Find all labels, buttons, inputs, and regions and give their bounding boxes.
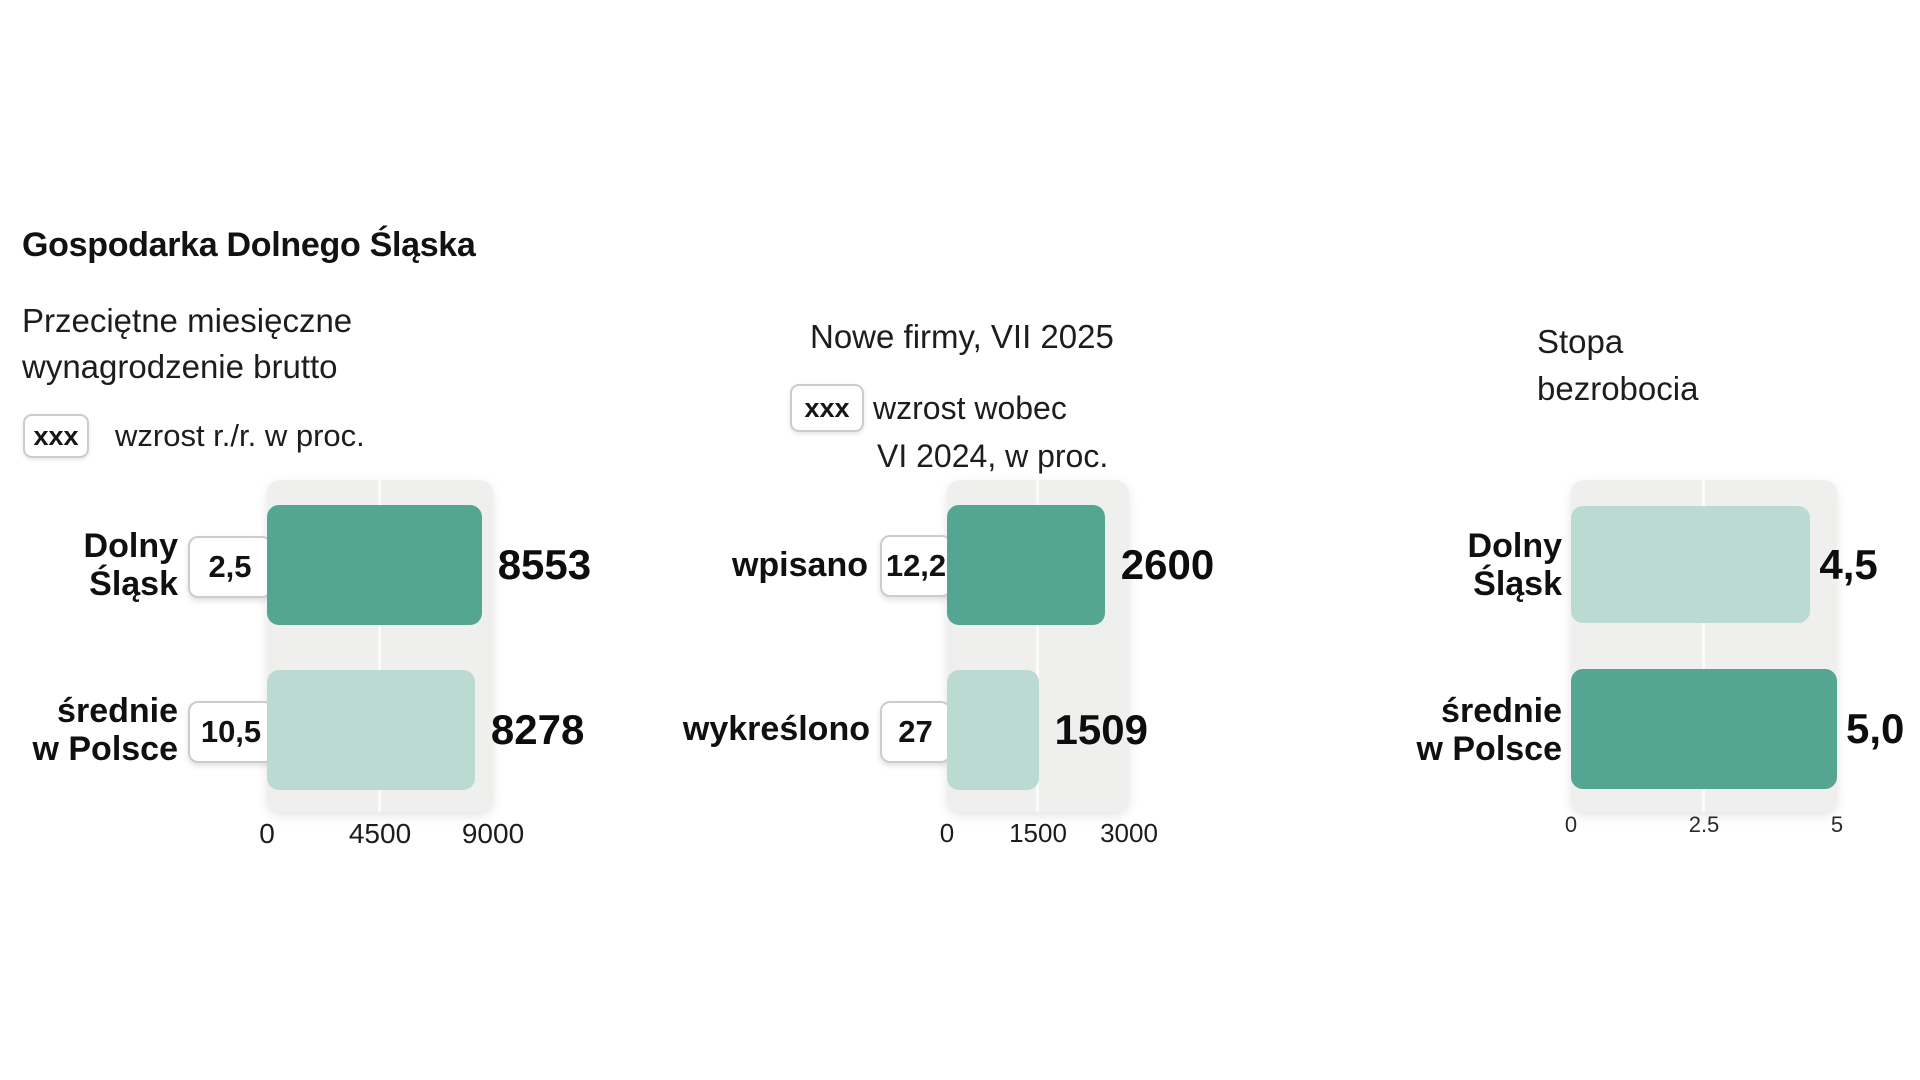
chart3-row2: 5,0: [1571, 669, 1904, 789]
chart1-row2-label: średnie w Polsce: [32, 692, 178, 768]
chart3-tick-mid: 2.5: [1688, 812, 1720, 837]
chart3-row1-bar: [1571, 506, 1811, 623]
chart2-tick-0: 0: [939, 818, 955, 848]
chart1-row1-growth-badge: 2,5: [188, 536, 272, 598]
chart1-tick-mid: 4500: [348, 818, 412, 849]
chart1-row2-value: 8278: [490, 706, 585, 753]
chart1-tick-0: 0: [259, 818, 275, 849]
chart2-row1: 2600: [947, 505, 1214, 625]
chart1-legend-badge: xxx: [23, 414, 89, 458]
chart3-tick-0: 0: [1564, 812, 1578, 837]
chart2-row2-label: wykreślono: [682, 710, 870, 748]
chart1-tick-max: 9000: [461, 818, 525, 849]
chart3-row1-label: Dolny Śląsk: [1467, 527, 1562, 603]
chart2-legend-text-line2: VI 2024, w proc.: [877, 438, 1109, 474]
chart2-legend-badge: xxx: [790, 384, 864, 432]
chart1-title: Przeciętne miesięczne wynagrodzenie brut…: [22, 298, 352, 390]
chart1-legend: xxx wzrost r./r. w proc.: [23, 414, 365, 458]
chart3-row2-label: średnie w Polsce: [1416, 692, 1562, 768]
chart2-row1-growth-badge: 12,2: [880, 535, 952, 597]
chart2-title: Nowe firmy, VII 2025: [810, 318, 1114, 355]
chart1-gridline: [378, 480, 381, 812]
chart2-tick-mid: 1500: [1009, 818, 1067, 848]
chart1-row1-bar: [267, 505, 482, 625]
chart1-row2: 8278: [267, 670, 584, 790]
chart2-row2-value: 1509: [1054, 706, 1148, 753]
chart1-row1-label: Dolny Śląsk: [83, 527, 178, 603]
chart3-title: Stopa bezrobocia: [1537, 323, 1699, 407]
chart3-row1: 4,5: [1571, 506, 1878, 623]
chart1-row2-growth-badge: 10,5: [188, 701, 274, 763]
chart3-row2-bar: [1571, 669, 1837, 789]
chart2-row2-bar: [947, 670, 1039, 790]
chart2-row2: 1509: [947, 670, 1148, 790]
page-title: Gospodarka Dolnego Śląska: [22, 226, 476, 264]
chart2-row1-label: wpisano: [731, 546, 868, 584]
chart3-gridline: [1702, 480, 1705, 812]
chart2-row1-value: 2600: [1120, 541, 1215, 588]
chart1-row2-bar: [267, 670, 475, 790]
chart1-title-line1: Przeciętne miesięczne: [22, 302, 353, 339]
chart1-title-line2: wynagrodzenie brutto: [22, 348, 338, 385]
chart1-row1: 8553: [267, 505, 591, 625]
chart1-row1-value: 8553: [497, 541, 592, 588]
chart2-legend-text-line1: wzrost wobec: [873, 390, 1067, 426]
chart3-row1-value: 4,5: [1819, 540, 1878, 588]
chart2-row1-bar: [947, 505, 1105, 625]
chart2-tick-max: 3000: [1100, 818, 1158, 848]
chart3-tick-max: 5: [1830, 812, 1844, 837]
chart1-legend-text: wzrost r./r. w proc.: [115, 418, 365, 453]
chart2-row2-growth-badge: 27: [880, 701, 951, 763]
chart3-row2-value: 5,0: [1846, 705, 1905, 752]
chart2-gridline: [1036, 480, 1039, 812]
